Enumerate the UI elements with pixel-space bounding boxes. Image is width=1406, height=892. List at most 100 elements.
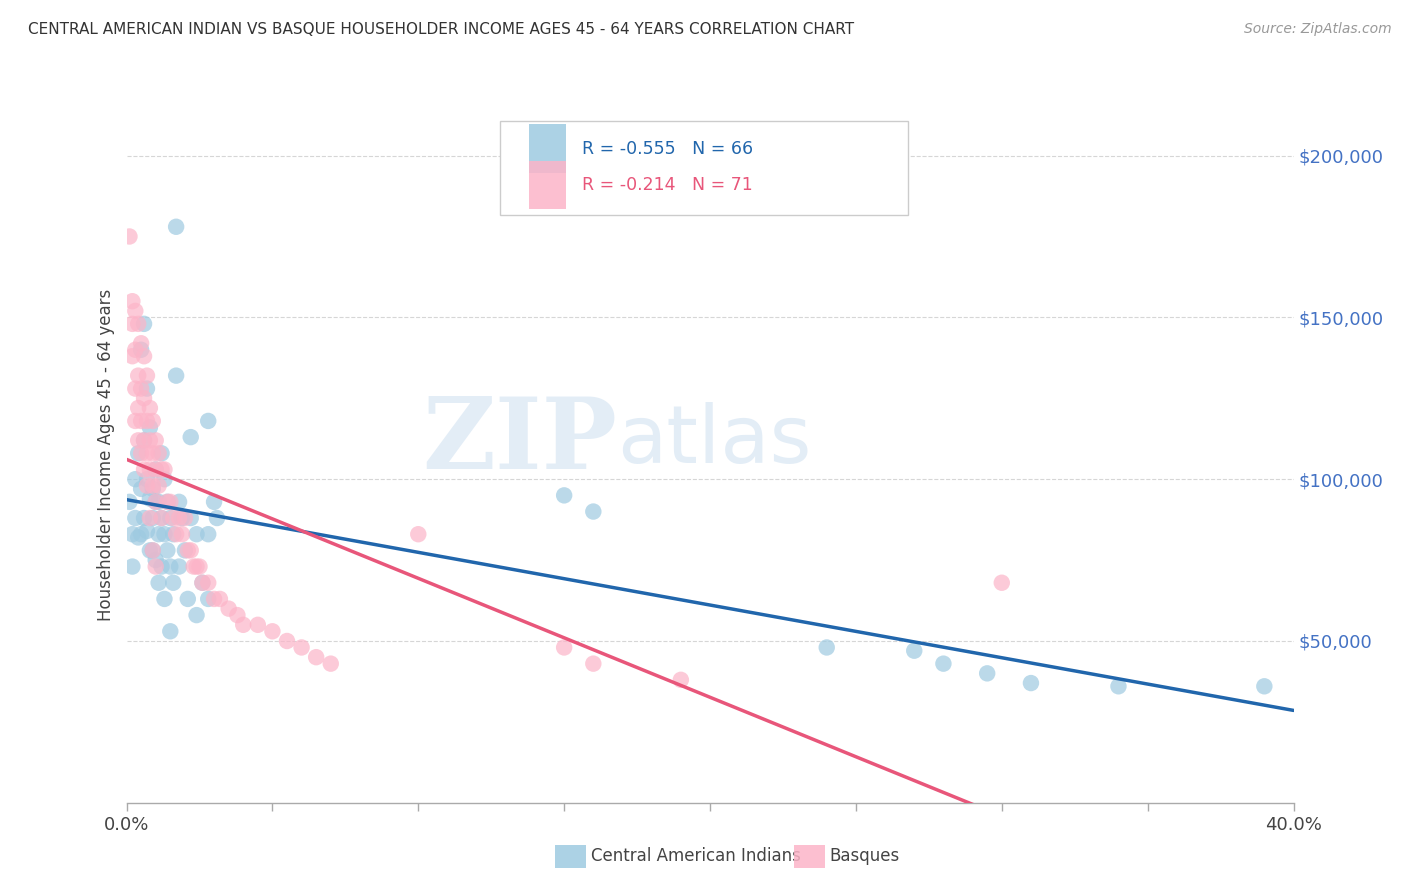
Point: [148, 446, 170, 460]
Point: [136, 478, 159, 492]
Point: [290, 640, 312, 655]
Point: [153, 472, 176, 486]
Point: [553, 488, 575, 502]
Point: [139, 491, 162, 506]
FancyBboxPatch shape: [529, 125, 567, 173]
Point: [262, 624, 284, 639]
Point: [232, 617, 254, 632]
Point: [148, 478, 170, 492]
Point: [118, 495, 141, 509]
Point: [976, 666, 998, 681]
Point: [305, 650, 328, 665]
Point: [1019, 676, 1042, 690]
Point: [148, 575, 170, 590]
Point: [153, 462, 176, 476]
Point: [150, 446, 173, 460]
Point: [165, 368, 187, 383]
Point: [139, 420, 162, 434]
Point: [129, 482, 152, 496]
Point: [156, 495, 179, 509]
Point: [129, 382, 152, 396]
Point: [202, 495, 225, 509]
Point: [932, 657, 955, 671]
Point: [197, 527, 219, 541]
Point: [127, 401, 149, 415]
Point: [127, 446, 149, 460]
Point: [132, 434, 155, 448]
Point: [124, 472, 146, 486]
Point: [153, 591, 176, 606]
Point: [553, 640, 575, 655]
Text: CENTRAL AMERICAN INDIAN VS BASQUE HOUSEHOLDER INCOME AGES 45 - 64 YEARS CORRELAT: CENTRAL AMERICAN INDIAN VS BASQUE HOUSEH…: [28, 22, 855, 37]
Point: [162, 575, 184, 590]
Point: [127, 531, 149, 545]
Text: R = -0.214   N = 71: R = -0.214 N = 71: [582, 176, 752, 194]
Point: [208, 591, 231, 606]
Point: [145, 495, 167, 509]
Point: [191, 575, 214, 590]
Point: [170, 527, 193, 541]
Point: [148, 495, 170, 509]
Point: [124, 304, 146, 318]
Point: [145, 462, 167, 476]
Text: ZIP: ZIP: [422, 392, 617, 490]
Point: [132, 511, 155, 525]
Point: [815, 640, 838, 655]
Point: [145, 559, 167, 574]
Point: [174, 543, 197, 558]
Point: [150, 559, 173, 574]
Point: [191, 575, 214, 590]
Point: [121, 559, 143, 574]
Point: [129, 414, 152, 428]
Point: [142, 478, 165, 492]
Text: Source: ZipAtlas.com: Source: ZipAtlas.com: [1244, 22, 1392, 37]
Point: [145, 553, 167, 567]
Point: [129, 336, 152, 351]
Point: [136, 472, 159, 486]
Point: [142, 543, 165, 558]
Point: [582, 504, 605, 518]
Point: [197, 414, 219, 428]
Point: [124, 414, 146, 428]
Point: [167, 495, 190, 509]
Point: [136, 524, 159, 538]
Point: [177, 543, 200, 558]
Point: [180, 511, 202, 525]
Point: [139, 434, 162, 448]
Point: [127, 317, 149, 331]
Text: Central American Indians: Central American Indians: [591, 847, 800, 865]
Point: [145, 434, 167, 448]
Point: [121, 349, 143, 363]
Point: [153, 527, 176, 541]
Point: [319, 657, 342, 671]
Point: [669, 673, 692, 687]
Point: [132, 462, 155, 476]
Point: [132, 317, 155, 331]
Point: [132, 392, 155, 406]
Point: [145, 495, 167, 509]
Point: [226, 608, 249, 623]
Text: R = -0.555   N = 66: R = -0.555 N = 66: [582, 140, 752, 158]
Point: [156, 495, 179, 509]
Point: [159, 624, 181, 639]
Point: [150, 511, 173, 525]
Point: [180, 543, 202, 558]
Point: [139, 511, 162, 525]
FancyBboxPatch shape: [501, 121, 908, 215]
Point: [150, 511, 173, 525]
Point: [136, 446, 159, 460]
Point: [177, 591, 200, 606]
Point: [136, 414, 159, 428]
Point: [139, 401, 162, 415]
Point: [159, 495, 181, 509]
Point: [186, 527, 208, 541]
Point: [1253, 679, 1275, 693]
Point: [159, 511, 181, 525]
Point: [174, 511, 197, 525]
Point: [124, 382, 146, 396]
Point: [903, 643, 925, 657]
Point: [167, 511, 190, 525]
Point: [408, 527, 430, 541]
Point: [129, 343, 152, 357]
Point: [139, 543, 162, 558]
